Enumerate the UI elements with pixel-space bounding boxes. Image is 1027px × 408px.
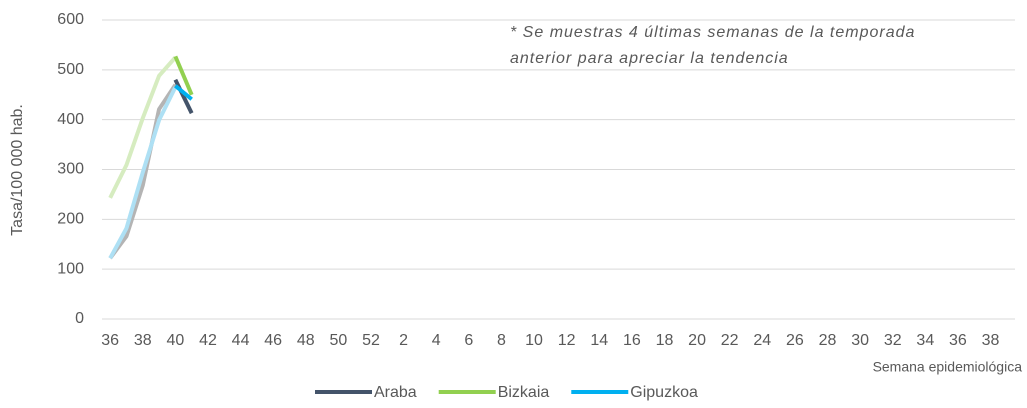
- x-tick-label: 38: [134, 332, 152, 349]
- x-tick-label: 34: [916, 332, 934, 349]
- x-tick-label: 52: [362, 332, 380, 349]
- y-tick-label: 600: [57, 11, 84, 28]
- legend-label: Bizkaia: [498, 384, 550, 401]
- y-tick-label: 0: [75, 310, 84, 327]
- y-tick-label: 500: [57, 61, 84, 78]
- x-tick-label: 12: [558, 332, 576, 349]
- x-tick-label: 42: [199, 332, 217, 349]
- x-tick-label: 26: [786, 332, 804, 349]
- x-tick-label: 50: [330, 332, 348, 349]
- y-axis-label: Tasa/100 000 hab.: [9, 104, 26, 236]
- x-tick-label: 40: [166, 332, 184, 349]
- x-tick-label: 8: [497, 332, 506, 349]
- x-tick-label: 16: [623, 332, 641, 349]
- x-tick-label: 48: [297, 332, 315, 349]
- y-tick-label: 400: [57, 111, 84, 128]
- x-tick-label: 38: [982, 332, 1000, 349]
- series-line: [173, 78, 194, 115]
- legend-label: Gipuzkoa: [630, 384, 698, 401]
- series-line: [173, 55, 194, 96]
- x-tick-label: 10: [525, 332, 543, 349]
- x-tick-label: 6: [464, 332, 473, 349]
- x-tick-label: 2: [399, 332, 408, 349]
- x-tick-label: 36: [949, 332, 967, 349]
- annotation: anterior para apreciar la tendencia: [510, 50, 789, 67]
- x-tick-label: 24: [753, 332, 771, 349]
- x-tick-label: 36: [101, 332, 119, 349]
- x-tick-label: 14: [590, 332, 608, 349]
- y-tick-label: 200: [57, 211, 84, 228]
- series-line: [108, 86, 178, 260]
- x-axis-label: Semana epidemiológica: [873, 359, 1023, 375]
- series-line: [174, 84, 193, 101]
- series-line: [108, 83, 178, 260]
- x-tick-label: 32: [884, 332, 902, 349]
- x-tick-label: 46: [264, 332, 282, 349]
- x-tick-label: 18: [656, 332, 674, 349]
- y-tick-label: 100: [57, 260, 84, 277]
- x-tick-label: 30: [851, 332, 869, 349]
- legend-label: Araba: [374, 384, 417, 401]
- x-tick-label: 22: [721, 332, 739, 349]
- y-tick-label: 300: [57, 161, 84, 178]
- x-tick-label: 20: [688, 332, 706, 349]
- x-tick-label: 4: [432, 332, 441, 349]
- x-tick-label: 28: [819, 332, 837, 349]
- annotation: * Se muestras 4 últimas semanas de la te…: [510, 24, 915, 41]
- series-line: [108, 56, 177, 199]
- x-tick-label: 44: [232, 332, 250, 349]
